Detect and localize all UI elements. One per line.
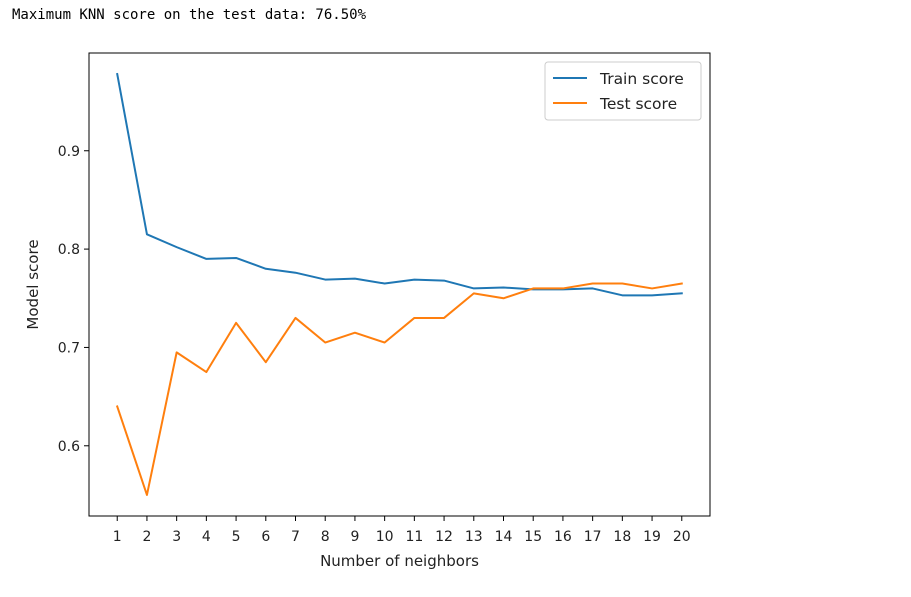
output-text: Maximum KNN score on the test data: 76.5… — [12, 7, 367, 23]
x-tick-label: 14 — [495, 529, 513, 545]
y-axis-ticks: 0.6 0.7 0.8 0.9 — [58, 144, 89, 455]
x-axis-label: Number of neighbors — [320, 552, 479, 570]
x-tick-label: 11 — [405, 529, 423, 545]
y-tick-label: 0.6 — [58, 439, 80, 455]
x-axis-ticks: 1 2 3 4 5 6 7 8 9 10 11 12 13 14 15 16 17 18 19 20 — [113, 516, 691, 545]
x-tick-label: 7 — [291, 529, 300, 545]
x-tick-label: 12 — [435, 529, 453, 545]
x-tick-label: 19 — [643, 529, 661, 545]
x-tick-label: 15 — [524, 529, 542, 545]
plot-frame — [88, 52, 711, 517]
y-tick-label: 0.9 — [58, 144, 80, 160]
y-tick-label: 0.7 — [58, 340, 80, 356]
x-tick-label: 16 — [554, 529, 572, 545]
legend-box — [544, 61, 702, 121]
x-tick-label: 2 — [142, 529, 151, 545]
series-layer — [115, 72, 683, 496]
legend-label-train: Train score — [599, 70, 684, 88]
legend: Train score Test score — [544, 61, 702, 121]
x-tick-label: 5 — [232, 529, 241, 545]
x-tick-label: 18 — [613, 529, 631, 545]
series-line-train — [116, 72, 683, 297]
x-tick-label: 1 — [113, 529, 122, 545]
x-tick-label: 6 — [261, 529, 270, 545]
y-tick-label: 0.8 — [58, 242, 80, 258]
x-tick-label: 9 — [350, 529, 359, 545]
x-tick-label: 20 — [673, 529, 691, 545]
x-tick-label: 3 — [172, 529, 181, 545]
x-tick-label: 4 — [202, 529, 211, 545]
x-tick-label: 8 — [321, 529, 330, 545]
series-line-test — [115, 282, 683, 496]
x-tick-label: 10 — [376, 529, 394, 545]
x-tick-label: 17 — [584, 529, 602, 545]
y-axis-label: Model score — [24, 239, 42, 329]
legend-label-test: Test score — [599, 95, 677, 113]
x-tick-label: 13 — [465, 529, 483, 545]
